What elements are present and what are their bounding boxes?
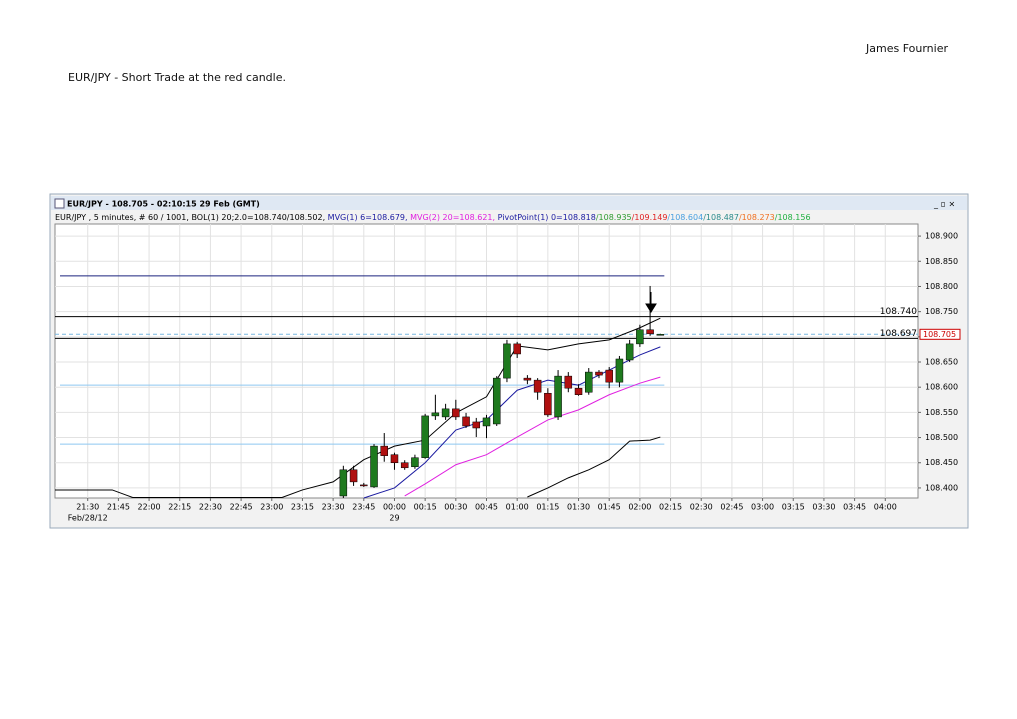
window-controls[interactable]: _ ▫ × — [933, 200, 955, 209]
candle-body — [533, 379, 542, 393]
window-title: EUR/JPY - 108.705 - 02:10:15 29 Feb (GMT… — [67, 200, 260, 209]
candle-body — [360, 484, 368, 487]
candle-body — [400, 462, 409, 469]
candle-body — [523, 377, 532, 381]
candle-body — [472, 421, 481, 429]
candle-body — [492, 377, 501, 425]
candle-body — [462, 416, 470, 427]
x-tick-label: 01:15 — [536, 503, 559, 512]
x-tick-label: 23:15 — [291, 503, 314, 512]
candle-body — [636, 329, 644, 345]
candle-body — [554, 375, 562, 418]
x-tick-label: 00:15 — [414, 503, 437, 512]
x-tick-label: 03:15 — [782, 503, 805, 512]
x-tick-label: 02:00 — [628, 503, 651, 512]
candle-body — [339, 469, 348, 497]
y-tick-label: 108.800 — [925, 282, 958, 291]
candle-body — [615, 358, 624, 383]
candle-body — [513, 343, 521, 355]
x-tick-label: 00:45 — [475, 503, 498, 512]
x-tick-label: 23:45 — [352, 503, 375, 512]
x-tick-label: 03:30 — [812, 503, 835, 512]
price-label: 108.740 — [880, 307, 917, 317]
caption: EUR/JPY - Short Trade at the red candle. — [68, 71, 286, 84]
current-price-label: 108.705 — [923, 330, 956, 339]
candle-body — [605, 369, 613, 383]
x-tick-label: 23:00 — [260, 503, 283, 512]
x-tick-label: 01:30 — [567, 503, 590, 512]
x-tick-label: 22:00 — [138, 503, 161, 512]
x-tick-label: 02:30 — [690, 503, 713, 512]
candle-body — [421, 415, 429, 458]
x-tick-label: 03:00 — [751, 503, 774, 512]
info-line: EUR/JPY , 5 minutes, # 60 / 1001, BOL(1)… — [55, 213, 811, 222]
candle-body — [574, 387, 583, 395]
x-tick-label: 01:00 — [506, 503, 529, 512]
candle-body — [544, 392, 552, 416]
info-segment: EUR/JPY , 5 minutes, # 60 / 1001, BOL(1)… — [55, 213, 328, 222]
date-label: 29 — [389, 514, 399, 523]
info-segment: /108.604 — [667, 213, 703, 222]
candle-body — [441, 408, 450, 418]
info-segment: /108.935 — [596, 213, 632, 222]
candle-body — [646, 329, 654, 335]
x-tick-label: 02:45 — [720, 503, 743, 512]
indicator-line — [527, 436, 661, 498]
candle-body — [380, 445, 388, 456]
y-tick-label: 108.600 — [925, 383, 958, 392]
y-tick-label: 108.750 — [925, 307, 958, 316]
candle-body — [431, 412, 440, 417]
x-tick-label: 22:30 — [199, 503, 222, 512]
current-price-box — [919, 328, 961, 340]
info-segment: MVG(2) 20=108.621, — [410, 213, 498, 222]
candle-body — [595, 371, 603, 376]
candle-body — [370, 445, 378, 488]
info-segment: PivotPoint(1) 0=108.818 — [498, 213, 596, 222]
info-segment: /108.487 — [703, 213, 739, 222]
price-label: 108.697 — [880, 329, 917, 339]
candle-body — [625, 343, 634, 361]
x-tick-label: 22:45 — [230, 503, 253, 512]
y-tick-label: 108.500 — [925, 433, 958, 442]
x-tick-label: 00:00 — [383, 503, 406, 512]
indicator-line — [404, 376, 661, 497]
x-tick-label: 22:15 — [168, 503, 191, 512]
y-tick-label: 108.850 — [925, 257, 958, 266]
y-tick-label: 108.400 — [925, 483, 958, 492]
y-tick-label: 108.550 — [925, 408, 958, 417]
info-segment: /108.156 — [775, 213, 811, 222]
y-tick-label: 108.450 — [925, 458, 958, 467]
info-segment: /108.273 — [739, 213, 775, 222]
candle-body — [564, 375, 573, 389]
x-tick-label: 21:30 — [76, 503, 99, 512]
entry-arrow — [645, 292, 657, 313]
y-tick-label: 108.900 — [925, 232, 958, 241]
candle-body — [390, 454, 399, 463]
info-segment: /109.149 — [632, 213, 668, 222]
author: James Fournier — [865, 42, 948, 55]
candle-body — [452, 408, 460, 418]
candle-body — [503, 343, 511, 379]
candle-body — [585, 371, 593, 393]
candle-body — [482, 417, 491, 427]
x-tick-label: 01:45 — [598, 503, 621, 512]
candle-body — [349, 469, 358, 483]
x-tick-label: 23:30 — [322, 503, 345, 512]
x-tick-label: 21:45 — [107, 503, 130, 512]
candle-body — [656, 334, 665, 336]
x-tick-label: 00:30 — [444, 503, 467, 512]
candle-body — [411, 457, 419, 468]
x-tick-label: 03:45 — [843, 503, 866, 512]
window-icon — [54, 198, 65, 209]
x-tick-label: 02:15 — [659, 503, 682, 512]
y-tick-label: 108.650 — [925, 358, 958, 367]
info-segment: MVG(1) 6=108.679, — [328, 213, 410, 222]
title-bar — [51, 196, 967, 210]
date-label: Feb/28/12 — [68, 514, 108, 523]
x-tick-label: 04:00 — [874, 503, 897, 512]
